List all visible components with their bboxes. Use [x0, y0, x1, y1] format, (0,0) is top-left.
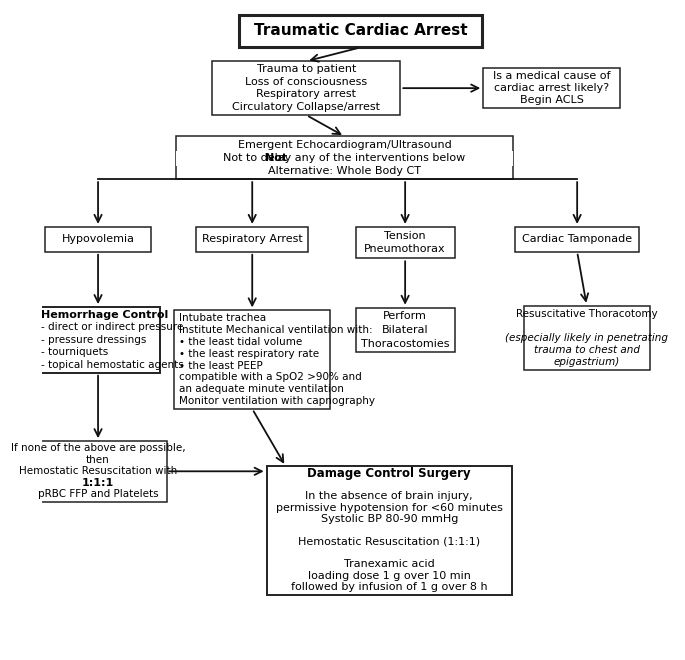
Text: Hemorrhage Control: Hemorrhage Control — [41, 310, 169, 320]
FancyBboxPatch shape — [356, 227, 455, 258]
Text: Resuscitative Thoracotomy: Resuscitative Thoracotomy — [516, 309, 658, 319]
Text: - pressure dressings: - pressure dressings — [41, 335, 147, 345]
FancyBboxPatch shape — [174, 310, 330, 409]
Text: Pneumothorax: Pneumothorax — [364, 244, 446, 255]
Text: then: then — [86, 455, 110, 465]
Text: Hemostatic Resuscitation (1:1:1): Hemostatic Resuscitation (1:1:1) — [298, 537, 480, 546]
Text: (especially likely in penetrating: (especially likely in penetrating — [506, 333, 668, 343]
Text: Cardiac Tamponade: Cardiac Tamponade — [522, 234, 632, 244]
Text: • the least respiratory rate: • the least respiratory rate — [179, 348, 319, 358]
Text: trauma to chest and: trauma to chest and — [534, 345, 640, 355]
Text: Hypovolemia: Hypovolemia — [62, 234, 134, 244]
Text: Alternative: Whole Body CT: Alternative: Whole Body CT — [268, 166, 421, 176]
Text: Thoracostomies: Thoracostomies — [361, 339, 449, 348]
FancyBboxPatch shape — [45, 227, 151, 252]
Text: Systolic BP 80-90 mmHg: Systolic BP 80-90 mmHg — [321, 514, 458, 524]
Text: Institute Mechanical ventilation with:: Institute Mechanical ventilation with: — [179, 325, 372, 335]
Text: cardiac arrest likely?: cardiac arrest likely? — [494, 83, 609, 93]
FancyBboxPatch shape — [36, 307, 160, 373]
Text: Intubate trachea: Intubate trachea — [179, 313, 266, 323]
Text: Begin ACLS: Begin ACLS — [520, 95, 584, 105]
Text: Is a medical cause of: Is a medical cause of — [493, 71, 610, 81]
FancyBboxPatch shape — [197, 227, 308, 252]
Text: 1:1:1: 1:1:1 — [82, 478, 114, 488]
FancyBboxPatch shape — [177, 151, 513, 166]
Text: Not: Not — [269, 153, 292, 163]
Text: - topical hemostatic agents: - topical hemostatic agents — [41, 360, 184, 370]
Text: Perform: Perform — [383, 312, 427, 321]
Text: compatible with a SpO2 >90% and: compatible with a SpO2 >90% and — [179, 372, 362, 382]
Text: • the least tidal volume: • the least tidal volume — [179, 337, 302, 347]
Text: Traumatic Cardiac Arrest: Traumatic Cardiac Arrest — [253, 24, 467, 38]
Text: Monitor ventilation with capnography: Monitor ventilation with capnography — [179, 396, 375, 406]
Text: loading dose 1 g over 10 min: loading dose 1 g over 10 min — [308, 571, 471, 581]
Text: Circulatory Collapse/arrest: Circulatory Collapse/arrest — [232, 102, 380, 112]
Text: Not: Not — [264, 153, 287, 163]
Text: followed by infusion of 1 g over 8 h: followed by infusion of 1 g over 8 h — [291, 582, 488, 592]
Text: Trauma to patient: Trauma to patient — [257, 64, 356, 75]
Text: Damage Control Surgery: Damage Control Surgery — [308, 467, 471, 480]
FancyBboxPatch shape — [523, 306, 650, 370]
Text: Tranexamic acid: Tranexamic acid — [344, 560, 434, 570]
Text: to delay any of the interventions below: to delay any of the interventions below — [288, 153, 511, 163]
FancyBboxPatch shape — [176, 137, 514, 179]
Text: pRBC FFP and Platelets: pRBC FFP and Platelets — [38, 489, 158, 499]
Text: Respiratory arrest: Respiratory arrest — [256, 89, 356, 100]
Text: • the least PEEP: • the least PEEP — [179, 360, 262, 370]
Text: Emergent Echocardiogram/Ultrasound: Emergent Echocardiogram/Ultrasound — [238, 140, 451, 150]
Text: Bilateral: Bilateral — [382, 325, 428, 335]
Text: Respiratory Arrest: Respiratory Arrest — [202, 234, 303, 244]
Text: - direct or indirect pressure: - direct or indirect pressure — [41, 323, 184, 333]
Text: permissive hypotension for <60 minutes: permissive hypotension for <60 minutes — [276, 503, 503, 513]
FancyBboxPatch shape — [266, 467, 512, 595]
Text: Not to delay any of the interventions below: Not to delay any of the interventions be… — [223, 153, 466, 163]
Text: - tourniquets: - tourniquets — [41, 347, 108, 357]
FancyBboxPatch shape — [212, 61, 400, 115]
Text: If none of the above are possible,: If none of the above are possible, — [11, 444, 186, 453]
Text: an adequate minute ventilation: an adequate minute ventilation — [179, 384, 343, 394]
Text: In the absence of brain injury,: In the absence of brain injury, — [306, 492, 473, 502]
FancyBboxPatch shape — [240, 15, 482, 48]
Text: Loss of consciousness: Loss of consciousness — [245, 77, 367, 87]
Text: Hemostatic Resuscitation with: Hemostatic Resuscitation with — [19, 467, 177, 477]
FancyBboxPatch shape — [29, 441, 166, 502]
Text: Tension: Tension — [384, 231, 426, 241]
Text: Not to delay any of the interventions below: Not to delay any of the interventions be… — [223, 153, 466, 163]
FancyBboxPatch shape — [356, 308, 455, 352]
FancyBboxPatch shape — [483, 69, 620, 108]
FancyBboxPatch shape — [515, 227, 639, 252]
Text: epigastrium): epigastrium) — [553, 357, 620, 367]
